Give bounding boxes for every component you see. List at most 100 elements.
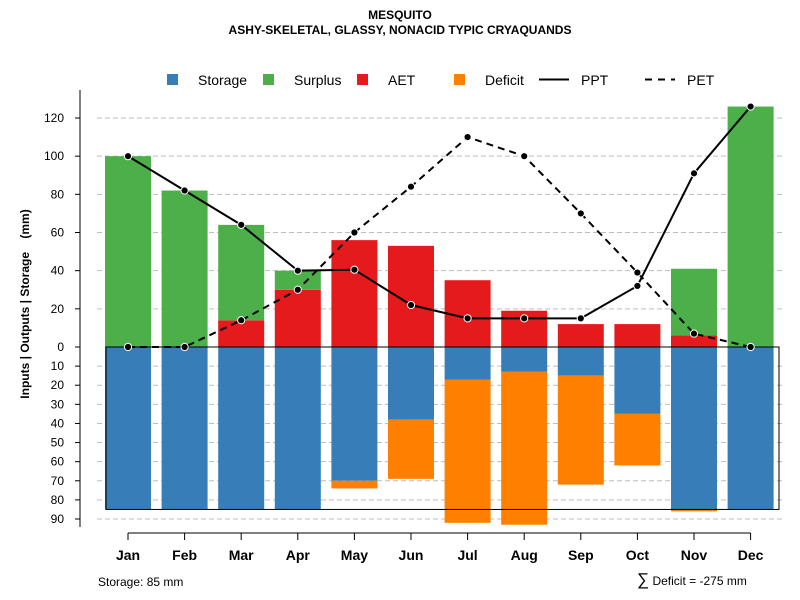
pet-line-point — [350, 228, 359, 237]
ppt-line-point — [520, 314, 529, 323]
x-tick-label: Feb — [172, 547, 197, 563]
y-tick-label: 100 — [44, 149, 64, 163]
legend-swatch — [167, 74, 178, 85]
storage-bar — [501, 347, 548, 372]
y-tick-label: 80 — [51, 187, 65, 201]
storage-capacity-box — [105, 346, 780, 510]
pet-line-point — [746, 342, 755, 352]
x-tick-label: Jul — [457, 547, 477, 563]
surplus-bar — [105, 156, 151, 347]
deficit-total-text: Deficit = -275 mm — [652, 574, 747, 588]
aet-bar — [614, 324, 661, 347]
ppt-line-point — [123, 152, 133, 161]
pet-line-point — [293, 285, 302, 294]
deficit-bar — [388, 419, 434, 479]
x-tick-label: Jun — [399, 547, 424, 563]
x-tick-label: Oct — [626, 547, 650, 563]
aet-bar — [671, 335, 717, 347]
deficit-total-label: ∑ Deficit = -275 mm — [637, 570, 747, 590]
pet-line-point — [406, 182, 416, 191]
storage-bar — [671, 347, 717, 510]
legend-label: Deficit — [485, 72, 524, 88]
legend-swatch — [357, 74, 368, 85]
legend-label: PPT — [581, 72, 609, 88]
legend-swatch — [263, 74, 274, 85]
surplus-bar — [671, 268, 717, 336]
storage-bar — [444, 347, 491, 380]
legend-label: Storage — [198, 72, 247, 88]
x-axis: Jan Feb Mar Apr May Jun Jul Aug Sep Oct Nov Dec — [116, 532, 764, 563]
aet-bar — [331, 240, 378, 347]
y-tick-label: 90 — [51, 512, 65, 526]
ppt-line-point — [237, 220, 246, 229]
ppt-line-point — [633, 281, 642, 291]
storage-bar — [331, 347, 378, 481]
pet-line-point — [123, 342, 133, 352]
aet-bar — [274, 289, 321, 347]
aet-bar — [444, 280, 491, 347]
legend: Storage Surplus AET Deficit PPT PET — [167, 72, 715, 88]
pet-line-point — [180, 342, 189, 352]
chart-subtitle: ASHY-SKELETAL, GLASSY, NONACID TYPIC CRY… — [228, 23, 572, 37]
surplus-bar — [218, 224, 265, 321]
surplus-bar — [727, 106, 774, 347]
storage-bar — [557, 347, 604, 376]
x-tick-label: Mar — [229, 547, 254, 563]
storage-bar — [274, 347, 321, 510]
x-tick-label: Jan — [116, 547, 140, 563]
y-tick-label: 40 — [51, 416, 65, 430]
ppt-line-point — [180, 186, 189, 195]
ppt-line-point — [406, 300, 416, 310]
aet-bar — [388, 245, 434, 347]
ppt-line-point — [576, 314, 585, 323]
y-tick-label: 60 — [51, 455, 65, 469]
storage-bar — [105, 347, 151, 510]
legend-swatch — [454, 74, 465, 85]
pet-line-point — [689, 329, 699, 338]
legend-label: AET — [388, 72, 416, 88]
ppt-line — [127, 105, 752, 320]
y-tick-label: 10 — [51, 359, 65, 373]
y-tick-label: 30 — [51, 397, 65, 411]
ppt-line-point — [746, 102, 755, 111]
x-tick-label: Apr — [286, 547, 311, 563]
y-tick-label: 20 — [51, 302, 65, 316]
ppt-line-point — [350, 265, 359, 274]
y-axis: 0 20 40 60 80 100 120 10 20 30 40 50 60 70 80 90 — [44, 90, 81, 527]
x-tick-label: Nov — [681, 547, 708, 563]
x-tick-label: Dec — [738, 547, 764, 563]
y-axis-label: Inputs | Outputs | Storage (mm) — [18, 209, 32, 398]
pet-line — [128, 135, 751, 348]
gridlines — [97, 117, 785, 520]
y-tick-label: 60 — [51, 226, 65, 240]
legend-label: Surplus — [294, 72, 341, 88]
sigma-icon: ∑ — [637, 570, 650, 589]
legend-label: PET — [687, 72, 715, 88]
pet-line-point — [633, 268, 642, 277]
y-tick-label: 50 — [51, 436, 65, 450]
y-tick-label: 0 — [57, 340, 64, 354]
deficit-bar — [331, 480, 378, 489]
deficit-bar — [501, 371, 548, 525]
ppt-line-point — [689, 169, 699, 178]
storage-bar — [218, 347, 265, 510]
deficit-bar — [614, 413, 661, 466]
aet-bar — [557, 324, 604, 347]
x-tick-label: Sep — [568, 547, 594, 563]
chart-title: MESQUITO — [368, 8, 432, 22]
deficit-bar — [671, 509, 717, 512]
x-tick-label: Aug — [511, 547, 538, 563]
storage-bar — [727, 347, 774, 510]
y-tick-label: 80 — [51, 493, 65, 507]
pet-line-point — [237, 316, 246, 325]
deficit-bar — [557, 375, 604, 485]
y-tick-label: 40 — [51, 264, 65, 278]
aet-bar — [218, 320, 265, 347]
y-tick-label: 20 — [51, 378, 65, 392]
deficit-bar — [444, 379, 491, 523]
y-tick-label: 120 — [44, 111, 64, 125]
y-tick-label: 70 — [51, 474, 65, 488]
ppt-line-point — [293, 266, 302, 275]
surplus-bar — [274, 270, 321, 290]
